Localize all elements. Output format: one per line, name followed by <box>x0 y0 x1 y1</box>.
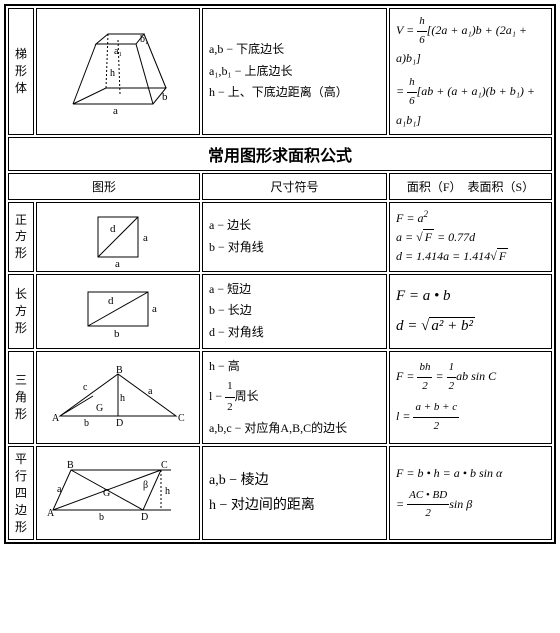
sym-line: b − 对角线 <box>209 237 380 259</box>
svg-text:a: a <box>57 484 62 495</box>
sym-line: h − 对边间的距离 <box>209 493 380 518</box>
section-title: 常用图形求面积公式 <box>8 137 552 171</box>
diagram-parallelogram: B C A D b a G β h <box>36 446 200 540</box>
symbols-rect: a − 短边 b − 长边 d − 对角线 <box>202 274 387 349</box>
f: l − <box>209 389 225 403</box>
f: = 0.77d <box>434 230 475 244</box>
sym-line: a − 短边 <box>209 279 380 301</box>
svg-text:h: h <box>120 393 125 404</box>
geometry-table: 梯形体 a b a₁ b₁ h a,b − 下底边长 <box>4 4 556 544</box>
sym-line: h − 高 <box>209 356 380 378</box>
sym-line: d − 对角线 <box>209 322 380 344</box>
svg-text:D: D <box>141 512 148 523</box>
formula-parallelogram: F = b • h = a • b sin α = AC • BD2sin β <box>389 446 552 540</box>
f: F = a <box>396 211 423 225</box>
label-parallelogram: 平行四边形 <box>8 446 34 540</box>
header-symbol: 尺寸符号 <box>202 173 387 200</box>
row-headers: 图形 尺寸符号 面积（F） 表面积（S） <box>8 173 552 200</box>
diagram-frustum: a b a₁ b₁ h <box>36 8 200 135</box>
sym-line: a,b − 棱边 <box>209 468 380 493</box>
svg-text:h: h <box>110 68 115 79</box>
svg-text:b: b <box>84 418 89 428</box>
svg-text:a: a <box>148 386 153 397</box>
sym-line: h − 上、下底边距离（高） <box>209 82 380 104</box>
svg-text:b: b <box>162 91 168 103</box>
svg-text:b: b <box>114 328 120 340</box>
label-frustum: 梯形体 <box>8 8 34 135</box>
svg-text:A: A <box>47 508 55 519</box>
svg-text:d: d <box>108 295 114 307</box>
f: d = 1.414a = 1.414 <box>396 249 490 263</box>
symbols-square: a − 边长 b − 对角线 <box>202 202 387 272</box>
svg-text:C: C <box>178 413 185 424</box>
sym-line: a − 边长 <box>209 215 380 237</box>
sym-line: a₁,b₁ − 上底边长 <box>209 61 380 83</box>
f: l = <box>396 409 413 423</box>
svg-text:a: a <box>152 303 157 315</box>
f: d = <box>396 318 421 334</box>
f: F <box>423 229 434 244</box>
svg-text:B: B <box>67 460 74 471</box>
diagram-rect: a d b <box>36 274 200 349</box>
row-square: 正方形 a d a a − 边长 b − 对角线 F = a2 a = √F =… <box>8 202 552 272</box>
row-section-title: 常用图形求面积公式 <box>8 137 552 171</box>
formula-frustum: V = h6[(2a + a₁)b + (2a₁ + a)b₁] = h6[ab… <box>389 8 552 135</box>
svg-text:A: A <box>52 413 60 424</box>
svg-text:C: C <box>161 460 168 471</box>
formula-rect: F = a • b d = √a² + b² <box>389 274 552 349</box>
f: 周长 <box>235 389 259 403</box>
formula-square: F = a2 a = √F = 0.77d d = 1.414a = 1.414… <box>389 202 552 272</box>
svg-text:G: G <box>96 403 103 414</box>
f: F = <box>396 369 417 383</box>
label-rect: 长方形 <box>8 274 34 349</box>
sym-line: a,b − 下底边长 <box>209 39 380 61</box>
symbols-triangle: h − 高 l − 12周长 a,b,c − 对应角A,B,C的边长 <box>202 351 387 445</box>
svg-text:D: D <box>116 418 123 428</box>
diagram-triangle: B A C D c a b h G <box>36 351 200 445</box>
diagram-square: a d a <box>36 202 200 272</box>
f: ab sin C <box>456 369 496 383</box>
formula-triangle: F = bh2 = 12ab sin C l = a + b + c2 <box>389 351 552 445</box>
f: F = b • h = a • b sin α <box>396 464 545 483</box>
f: F <box>497 248 508 263</box>
svg-text:a: a <box>143 232 148 244</box>
row-rect: 长方形 a d b a − 短边 b − 长边 d − 对角线 F = a • … <box>8 274 552 349</box>
label-triangle: 三角形 <box>8 351 34 445</box>
sym-line: b − 长边 <box>209 300 380 322</box>
svg-text:G: G <box>103 488 110 499</box>
header-shape: 图形 <box>8 173 200 200</box>
svg-text:a: a <box>115 258 120 267</box>
f: = <box>432 369 446 383</box>
f: F = a • b <box>396 284 545 308</box>
symbols-parallelogram: a,b − 棱边 h − 对边间的距离 <box>202 446 387 540</box>
svg-text:h: h <box>165 486 170 497</box>
svg-text:a: a <box>113 105 118 116</box>
svg-text:b₁: b₁ <box>140 34 149 45</box>
header-area: 面积（F） 表面积（S） <box>389 173 552 200</box>
row-triangle: 三角形 B A C D c a b h G h − 高 l − 12周长 <box>8 351 552 445</box>
svg-text:c: c <box>83 382 88 393</box>
row-parallelogram: 平行四边形 B C A D b a G β h <box>8 446 552 540</box>
f: = <box>396 497 407 511</box>
row-frustum: 梯形体 a b a₁ b₁ h a,b − 下底边长 <box>8 8 552 135</box>
svg-text:d: d <box>110 223 116 235</box>
svg-text:a₁: a₁ <box>114 46 122 57</box>
sym-line: a,b,c − 对应角A,B,C的边长 <box>209 418 380 440</box>
f: sin β <box>449 497 472 511</box>
f: a = <box>396 230 416 244</box>
svg-text:b: b <box>99 512 104 523</box>
f: a² + b² <box>429 317 475 334</box>
symbols-frustum: a,b − 下底边长 a₁,b₁ − 上底边长 h − 上、下底边距离（高） <box>202 8 387 135</box>
svg-text:B: B <box>116 366 123 376</box>
svg-text:β: β <box>143 480 148 491</box>
label-square: 正方形 <box>8 202 34 272</box>
